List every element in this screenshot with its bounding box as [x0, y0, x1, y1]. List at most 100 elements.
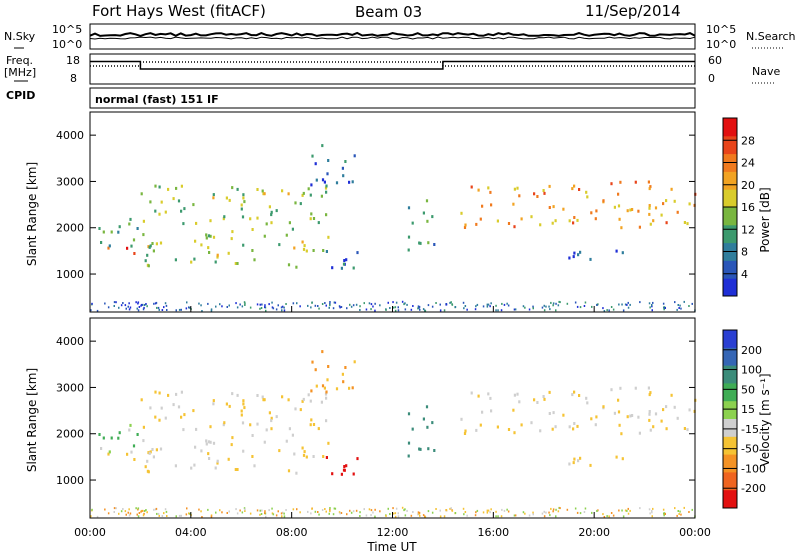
power-cell [559, 301, 561, 304]
power-cell [325, 304, 327, 307]
velocity-cell [397, 515, 400, 518]
velocity-cell [590, 417, 593, 421]
velocity-cell [261, 395, 264, 399]
velocity-cell [648, 393, 651, 397]
power-cell [277, 304, 279, 307]
velocity-cell [178, 514, 181, 517]
velocity-cell [333, 507, 336, 510]
velocity-cell [287, 469, 291, 473]
velocity-cell [212, 441, 216, 445]
power-colorbar-swatch [723, 189, 737, 208]
power-cell [506, 302, 508, 305]
power-cell [355, 303, 358, 306]
power-cell [126, 246, 129, 250]
power-cell [261, 189, 264, 193]
power-cell [418, 305, 421, 308]
velocity-cell [137, 515, 140, 518]
power-cell [610, 182, 613, 186]
nsearch-label: N.Search [746, 30, 796, 43]
power-cell [589, 257, 592, 261]
power-cell [629, 208, 632, 212]
velocity-cell [422, 417, 425, 421]
power-cell [307, 304, 309, 307]
power-cell [532, 307, 534, 310]
power-cell [194, 239, 197, 243]
velocity-cell [345, 464, 348, 468]
power-cell [189, 306, 191, 309]
velocity-cell [679, 510, 681, 513]
velocity-cell [317, 427, 320, 431]
power-cell [475, 222, 478, 226]
power-cell [648, 212, 651, 216]
power-cell [152, 249, 155, 253]
velocity-cell [223, 421, 226, 425]
velocity-cell [497, 515, 499, 518]
velocity-cell [548, 412, 551, 415]
velocity-cell [445, 509, 448, 512]
frequency-series [90, 60, 695, 70]
power-cell [619, 180, 622, 184]
velocity-cell [674, 507, 676, 510]
velocity-cell [263, 398, 266, 402]
power-cell [326, 172, 329, 176]
power-cell [342, 262, 346, 266]
power-cell [596, 304, 598, 306]
y-tick-label: 1000 [56, 474, 84, 487]
power-cell [244, 302, 246, 305]
x-tick-label: 12:00 [377, 526, 409, 539]
velocity-cell [271, 512, 274, 515]
power-cell [568, 219, 571, 223]
velocity-cell [186, 507, 188, 510]
velocity-cell [172, 403, 175, 407]
velocity-cell [338, 511, 341, 514]
velocity-cell [688, 511, 690, 513]
power-cell [135, 301, 137, 304]
freq-panel [89, 53, 696, 85]
velocity-cell [606, 515, 608, 518]
power-colorbar-swatch [723, 278, 737, 297]
power-cell [299, 305, 301, 308]
power-cell [253, 258, 256, 262]
velocity-cell [578, 394, 581, 397]
power-cell [536, 195, 539, 198]
velocity-cell [205, 439, 208, 443]
velocity-cell [589, 463, 592, 467]
power-cell [543, 304, 545, 307]
velocity-cell [260, 513, 263, 515]
power-colorbar-label: Power [dB] [758, 187, 772, 252]
velocity-cell [301, 399, 304, 403]
power-cell [679, 304, 681, 307]
power-cell [272, 307, 275, 310]
power-cell [342, 174, 345, 178]
power-cell [190, 260, 193, 264]
velocity-cell [474, 514, 477, 517]
velocity-cell [285, 439, 288, 443]
velocity-ylabel: Slant Range [km] [25, 368, 39, 472]
velocity-cell [439, 515, 442, 518]
velocity-cell [344, 366, 347, 369]
power-cell [466, 308, 468, 311]
velocity-cell [513, 514, 516, 517]
power-cell [210, 308, 213, 311]
velocity-cell [272, 513, 275, 516]
velocity-cell [312, 455, 315, 458]
power-cell [353, 154, 356, 158]
velocity-cell [225, 402, 228, 406]
velocity-cell [487, 392, 490, 396]
velocity-cell [322, 455, 325, 458]
power-cell [201, 310, 203, 312]
velocity-cell [236, 393, 239, 397]
velocity-cell [133, 458, 136, 461]
power-cell [345, 258, 348, 262]
power-cell [439, 303, 441, 306]
power-cell [670, 187, 673, 191]
velocity-cell [427, 510, 430, 513]
velocity-cell [222, 423, 225, 427]
velocity-cell [314, 368, 317, 372]
velocity-cell [688, 408, 691, 412]
power-cell [387, 301, 389, 304]
velocity-cell [251, 434, 254, 437]
velocity-cell [342, 468, 346, 472]
power-cell [323, 180, 326, 184]
velocity-cell [418, 447, 421, 451]
